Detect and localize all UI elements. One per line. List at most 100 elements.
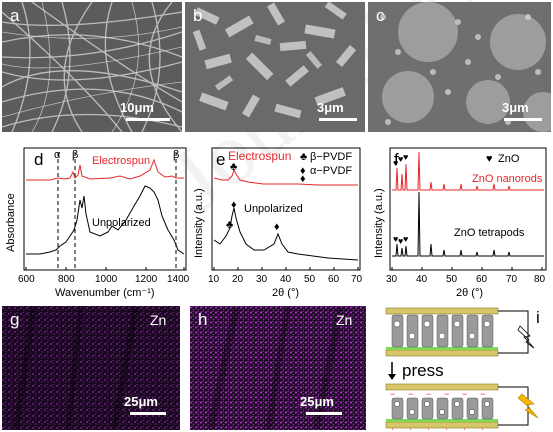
legend-zno: ZnO [498, 153, 520, 165]
f-xtick-30: 30 [386, 274, 398, 285]
unpolarized-ftir-curve [26, 185, 185, 255]
element-label-h: Zn [336, 312, 353, 328]
panel-label-h: h [198, 310, 208, 329]
element-label-g: Zn [150, 312, 167, 328]
scale-text-g: 25μm [124, 394, 158, 409]
scale-bar-a [126, 118, 170, 121]
tetrapods-xrd-curve [392, 191, 544, 257]
tetrapod-texture [368, 2, 551, 132]
heart-marker-3: ♥ [403, 152, 408, 162]
d-xlabel: Wavenumber (cm⁻¹) [55, 287, 155, 299]
svg-text:+: + [408, 426, 413, 430]
f-xtick-50: 50 [446, 274, 458, 285]
panel-label-e: e [216, 150, 226, 169]
legend-beta-symbol: ♣ [300, 151, 307, 163]
panel-f-xrd-chart: ♥ ♥ ♥ ♥ ♥ ♥ ♥ ZnO ZnO nanorods ZnO tetra… [373, 147, 547, 299]
f-xtick-70: 70 [506, 274, 518, 285]
d-xtick-1000: 1000 [95, 274, 118, 285]
heart-marker-1: ♥ [393, 158, 398, 168]
svg-text:−: − [444, 389, 449, 399]
d-xtick-1400: 1400 [167, 274, 190, 285]
fiber-texture [2, 2, 182, 132]
series-electrospun-e: Electrospun [228, 149, 291, 163]
panel-g-eds-map: g Zn 25μm [2, 306, 180, 430]
d-ylabel: Absorbance [5, 193, 17, 252]
e-xtick-50: 50 [304, 274, 316, 285]
svg-text:+: + [426, 426, 431, 430]
legend-electrospun-d: Electrospun [92, 155, 150, 167]
zn-map-texture-g [2, 306, 180, 430]
zn-map-texture-h [190, 306, 366, 430]
marker-beta-1: β [72, 149, 78, 161]
svg-text:+: + [390, 426, 395, 430]
scale-text-c: 3μm [502, 100, 529, 115]
svg-text:−: − [480, 389, 485, 399]
panel-label-d: d [34, 150, 44, 169]
f-xtick-80: 80 [534, 274, 546, 285]
device-unpressed [385, 307, 535, 357]
panel-h-eds-map: h Zn 25μm [190, 306, 366, 430]
e-xtick-60: 60 [328, 274, 340, 285]
diamond-marker-3: ♦ [300, 173, 306, 185]
panel-label-c: c [376, 6, 385, 25]
rod-texture [185, 2, 365, 132]
panel-i-device-schematic: press − − − − − − + + + + + + [385, 307, 539, 430]
heart-marker-6: ♥ [403, 234, 408, 244]
scale-bar-g [130, 412, 166, 415]
panel-e-xrd-chart: ♣ ♦ ♦ ♣ ♦ Electrospun ♣ β−PVDF ♦ α−PVDF … [193, 147, 363, 299]
f-ylabel: Intensity (a.u.) [373, 188, 385, 258]
e-xlabel: 2θ (°) [272, 287, 299, 299]
svg-text:+: + [462, 426, 467, 430]
panel-label-f: f [394, 150, 399, 169]
e-ylabel: Intensity (a.u.) [193, 188, 205, 258]
f-xtick-40: 40 [416, 274, 428, 285]
diamond-marker-1: ♦ [231, 199, 237, 211]
f-xlabel: 2θ (°) [456, 287, 483, 299]
marker-alpha: α [54, 149, 61, 161]
panel-label-g: g [10, 310, 20, 329]
scale-text-h: 25μm [300, 394, 334, 409]
scale-bar-b [319, 118, 357, 121]
heart-marker-2: ♥ [398, 154, 403, 164]
marker-beta-2: β [173, 149, 179, 161]
panel-a-sem-image: a 10μm [2, 2, 182, 132]
club-marker-1: ♣ [226, 219, 233, 231]
e-xtick-20: 20 [232, 274, 244, 285]
club-marker-2: ♣ [230, 161, 237, 173]
svg-text:−: − [408, 389, 413, 399]
svg-text:−: − [426, 389, 431, 399]
nanorods-xrd-curve [392, 151, 544, 191]
legend-alpha-symbol: ♦ [300, 165, 306, 177]
legend-unpolarized-d: Unpolarized [92, 217, 151, 229]
e-xtick-40: 40 [280, 274, 292, 285]
svg-text:+: + [444, 426, 449, 430]
electrospun-ftir-curve [26, 158, 184, 181]
scale-bar-c [504, 118, 542, 121]
panel-label-a: a [10, 6, 20, 25]
e-xtick-70: 70 [351, 274, 363, 285]
electrospun-xrd-curve [213, 168, 358, 186]
diamond-marker-2: ♦ [274, 221, 280, 233]
series-nanorods: ZnO nanorods [472, 173, 543, 185]
legend-alpha-pvdf: α−PVDF [310, 165, 352, 177]
svg-text:+: + [480, 426, 485, 430]
device-pressed: − − − − − − + + + + + + [385, 383, 539, 430]
panel-c-sem-image: c 3μm [368, 2, 551, 132]
plot-frame-d [23, 147, 187, 271]
unpolarized-xrd-curve [213, 207, 359, 261]
legend-heart-symbol: ♥ [486, 153, 493, 165]
panel-label-b: b [193, 6, 203, 25]
heart-marker-5: ♥ [398, 236, 403, 246]
scale-text-a: 10μm [120, 100, 154, 115]
d-xtick-800: 800 [58, 274, 75, 285]
press-label: press [402, 361, 444, 380]
f-xtick-60: 60 [476, 274, 488, 285]
series-unpolarized-e: Unpolarized [244, 203, 303, 215]
scale-bar-h [306, 412, 342, 415]
d-xtick-600: 600 [18, 274, 35, 285]
heart-marker-4: ♥ [393, 234, 398, 244]
d-xtick-1200: 1200 [135, 274, 158, 285]
svg-text:−: − [390, 389, 395, 399]
panel-b-sem-image: b 3μm [185, 2, 365, 132]
svg-text:−: − [462, 389, 467, 399]
